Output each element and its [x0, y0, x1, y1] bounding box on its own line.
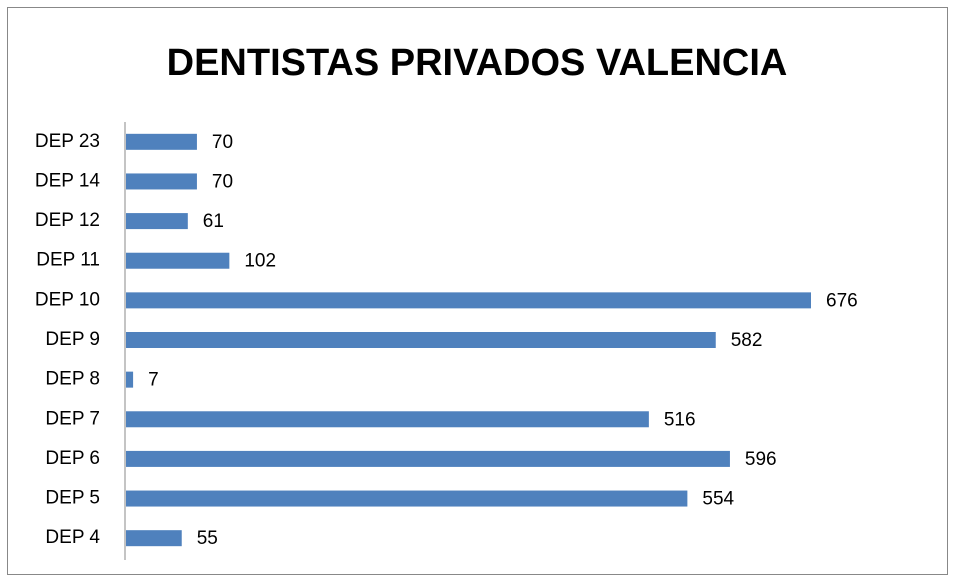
y-tick-label: DEP 5: [45, 488, 100, 509]
bar: [126, 411, 649, 428]
bar: [126, 292, 811, 309]
value-label: 582: [731, 330, 763, 351]
bar: [126, 530, 182, 547]
bar: [126, 173, 197, 190]
y-tick-label: DEP 7: [45, 408, 100, 429]
bar: [126, 450, 730, 467]
y-tick-label: DEP 12: [35, 210, 100, 231]
value-label: 7: [148, 370, 159, 391]
value-label: 676: [826, 290, 858, 311]
bar: [126, 371, 134, 388]
y-tick-label: DEP 10: [35, 289, 100, 310]
y-tick-label: DEP 23: [35, 131, 100, 152]
bar: [126, 490, 688, 507]
value-label: 596: [745, 449, 777, 470]
y-tick-label: DEP 14: [35, 170, 101, 191]
value-label: 70: [212, 132, 233, 153]
bar: [126, 133, 197, 150]
chart-frame: [7, 7, 948, 575]
y-tick-label: DEP 8: [45, 369, 100, 390]
value-label: 61: [203, 211, 224, 232]
value-label: 102: [244, 251, 276, 272]
y-tick-label: DEP 11: [36, 250, 100, 271]
y-tick-label: DEP 6: [45, 448, 100, 469]
chart-title: DENTISTAS PRIVADOS VALENCIA: [167, 42, 788, 84]
value-label: 55: [197, 528, 218, 549]
bar: [126, 213, 188, 230]
y-tick-label: DEP 4: [45, 527, 100, 548]
bar: [126, 252, 230, 269]
bar: [126, 332, 716, 348]
y-tick-label: DEP 9: [45, 329, 100, 350]
value-label: 70: [212, 171, 233, 192]
value-label: 554: [702, 489, 734, 510]
value-label: 516: [664, 409, 696, 430]
